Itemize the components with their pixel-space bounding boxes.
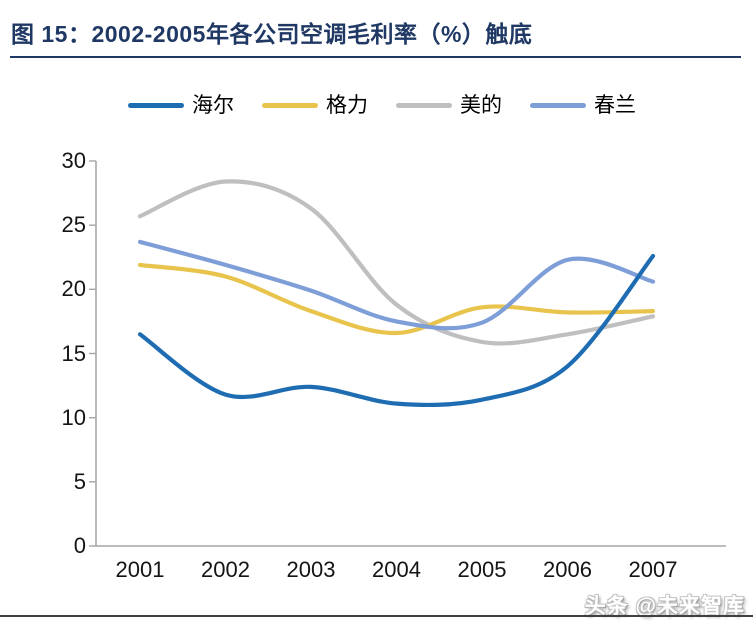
x-axis-tick-label: 2007 <box>628 557 678 582</box>
y-axis-tick-label: 30 <box>61 148 86 173</box>
title-divider <box>10 56 741 58</box>
legend-label-gree: 格力 <box>326 93 368 117</box>
haier-line-swatch <box>128 102 184 108</box>
legend-item-midea: 美的 <box>396 92 530 118</box>
x-axis-tick-label: 2002 <box>201 557 250 582</box>
legend-label-midea: 美的 <box>460 93 502 117</box>
y-axis-tick-label: 20 <box>61 276 86 302</box>
y-axis-tick-label: 5 <box>73 468 86 494</box>
x-axis-tick-label: 2001 <box>115 557 165 582</box>
x-axis-tick-label: 2003 <box>286 557 336 582</box>
gree-line-swatch <box>262 102 318 108</box>
legend-item-haier: 海尔 <box>128 92 262 118</box>
midea-line-swatch <box>396 102 452 108</box>
y-axis-tick-label: 10 <box>61 404 86 430</box>
legend-item-gree: 格力 <box>262 92 396 118</box>
chart-legend: 海尔 格力 美的 春兰 <box>128 92 664 118</box>
bottom-divider <box>0 615 753 617</box>
x-axis-tick-label: 2006 <box>543 557 592 582</box>
y-axis-tick-label: 0 <box>73 533 86 558</box>
legend-label-chunlan: 春兰 <box>594 93 636 117</box>
watermark: 头条 @未来智库 <box>584 595 745 618</box>
y-axis-tick-label: 25 <box>61 212 86 238</box>
legend-label-haier: 海尔 <box>192 93 234 117</box>
x-axis-tick-label: 2004 <box>372 557 421 582</box>
x-axis-tick-label: 2005 <box>457 557 507 582</box>
legend-item-chunlan: 春兰 <box>530 92 664 118</box>
chunlan-line-swatch <box>530 102 586 108</box>
y-axis-tick-label: 15 <box>61 340 86 366</box>
figure-title: 图 15：2002-2005年各公司空调毛利率（%）触底 <box>11 21 533 47</box>
